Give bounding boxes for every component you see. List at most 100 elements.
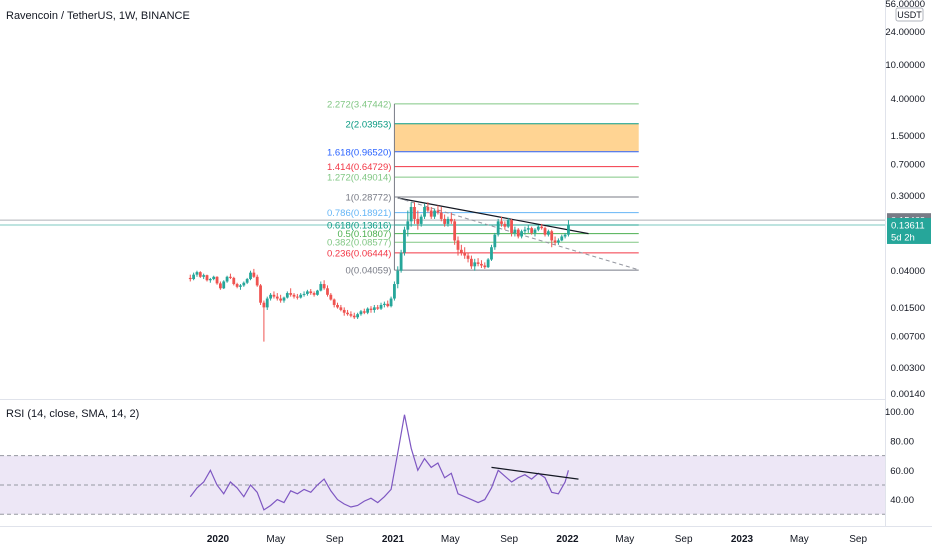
candle-body bbox=[439, 212, 443, 219]
candle-body bbox=[346, 312, 349, 315]
candle-body bbox=[339, 307, 343, 310]
candle-body bbox=[506, 220, 510, 227]
candle-body bbox=[557, 240, 560, 243]
fib-level-label: 0(0.04059) bbox=[345, 266, 391, 277]
fib-layer: 0(0.04059)0.236(0.06444)0.382(0.08577)0.… bbox=[0, 99, 885, 277]
time-tick-label: May bbox=[615, 534, 634, 545]
candle-body bbox=[389, 298, 393, 307]
candle-body bbox=[245, 279, 249, 283]
rsi-series-line bbox=[189, 414, 569, 511]
rsi-label: RSI (14, close, SMA, 14, 2) bbox=[6, 408, 139, 420]
rsi-axis[interactable]: 100.00 80.00 60.00 40.00 bbox=[885, 407, 914, 506]
currency-badge[interactable]: USDT bbox=[895, 7, 924, 22]
candle-body bbox=[302, 293, 306, 295]
candle-body bbox=[486, 259, 490, 268]
rsi-tick-label: 60.00 bbox=[890, 466, 914, 477]
fib-level-label: 2.272(3.47442) bbox=[327, 99, 391, 110]
candle-body bbox=[480, 263, 483, 266]
candle-body bbox=[235, 284, 239, 287]
candle-body bbox=[503, 223, 507, 227]
candle-body bbox=[259, 285, 262, 303]
candle-body bbox=[322, 284, 326, 289]
price-tick-label: 0.00700 bbox=[891, 331, 925, 342]
candle-body bbox=[456, 240, 460, 250]
candle-body bbox=[396, 270, 400, 285]
fib-level-label: 1.414(0.64729) bbox=[327, 162, 391, 173]
candle-body bbox=[359, 311, 363, 315]
rsi-tick-label: 100.00 bbox=[885, 407, 914, 418]
candle-body bbox=[239, 285, 242, 287]
candle-body bbox=[282, 297, 286, 301]
candle-body bbox=[312, 293, 316, 295]
candle-body bbox=[198, 272, 202, 277]
candle-body bbox=[423, 207, 426, 217]
candle-body bbox=[416, 218, 420, 224]
candle-body bbox=[406, 221, 410, 230]
time-tick-label: 2022 bbox=[556, 534, 579, 545]
price-tag bbox=[887, 217, 931, 244]
price-tick-label: 0.01500 bbox=[891, 303, 925, 314]
candle-body bbox=[553, 240, 557, 243]
candle-body bbox=[309, 291, 313, 294]
candle-body bbox=[208, 279, 212, 281]
candle-body bbox=[362, 311, 366, 313]
candle-body bbox=[473, 262, 477, 267]
candle-body bbox=[419, 216, 423, 224]
fib-level-label: 0.786(0.18921) bbox=[327, 208, 391, 219]
fib-level-label: 0.5(0.10807) bbox=[338, 229, 392, 240]
candle-body bbox=[500, 221, 503, 224]
candle-body bbox=[202, 275, 206, 277]
candle-body bbox=[292, 294, 296, 297]
candle-body bbox=[476, 262, 480, 264]
rsi-tick-label: 80.00 bbox=[890, 437, 914, 448]
candle-body bbox=[319, 284, 323, 291]
candle-body bbox=[265, 298, 269, 308]
candle-body bbox=[393, 284, 396, 299]
time-tick-label: May bbox=[790, 534, 809, 545]
price-pane[interactable]: 0(0.04059)0.236(0.06444)0.382(0.08577)0.… bbox=[0, 99, 885, 342]
candle-body bbox=[316, 290, 319, 295]
candle-body bbox=[433, 210, 436, 217]
candle-body bbox=[195, 272, 199, 275]
candle-body bbox=[493, 234, 497, 248]
price-tick-label: 56.00000 bbox=[885, 0, 925, 10]
candle-body bbox=[342, 309, 346, 313]
rsi-trendline[interactable] bbox=[491, 466, 579, 480]
candle-body bbox=[543, 228, 547, 235]
candle-body bbox=[399, 252, 403, 271]
candle-body bbox=[403, 229, 406, 253]
currency-badge-box bbox=[895, 7, 924, 22]
time-tick-label: 2023 bbox=[731, 534, 754, 545]
price-tag-sublabel: 5d 2h bbox=[891, 232, 915, 243]
candle-body bbox=[533, 229, 537, 233]
candle-body bbox=[332, 299, 336, 305]
candle-body bbox=[369, 308, 373, 310]
trendline-layer bbox=[397, 197, 639, 271]
candle-body bbox=[212, 276, 216, 280]
price-tick-label: 4.00000 bbox=[891, 94, 925, 105]
rsi-pane[interactable] bbox=[0, 414, 885, 515]
price-tick-label: 1.50000 bbox=[891, 131, 925, 142]
candle-body bbox=[366, 308, 370, 313]
candle-body bbox=[550, 231, 554, 241]
fib-level-label: 0.618(0.13616) bbox=[327, 220, 391, 231]
trendline[interactable] bbox=[397, 197, 589, 235]
candle-body bbox=[295, 296, 299, 298]
candle-body bbox=[255, 276, 259, 286]
candle-body bbox=[436, 210, 440, 213]
candle-layer bbox=[188, 202, 570, 342]
candle-body bbox=[546, 231, 550, 235]
candle-body bbox=[326, 288, 329, 295]
candle-body bbox=[188, 277, 192, 280]
time-axis[interactable]: 2020 May Sep 2021 May Sep 2022 May Sep 2023 May Sep bbox=[0, 526, 932, 546]
candle-body bbox=[242, 282, 246, 286]
time-tick-label: 2020 bbox=[207, 534, 230, 545]
time-tick-label: 2021 bbox=[382, 534, 405, 545]
candle-body bbox=[453, 221, 457, 241]
candle-body bbox=[289, 293, 293, 295]
candle-body bbox=[496, 221, 500, 235]
candle-body bbox=[349, 314, 353, 316]
